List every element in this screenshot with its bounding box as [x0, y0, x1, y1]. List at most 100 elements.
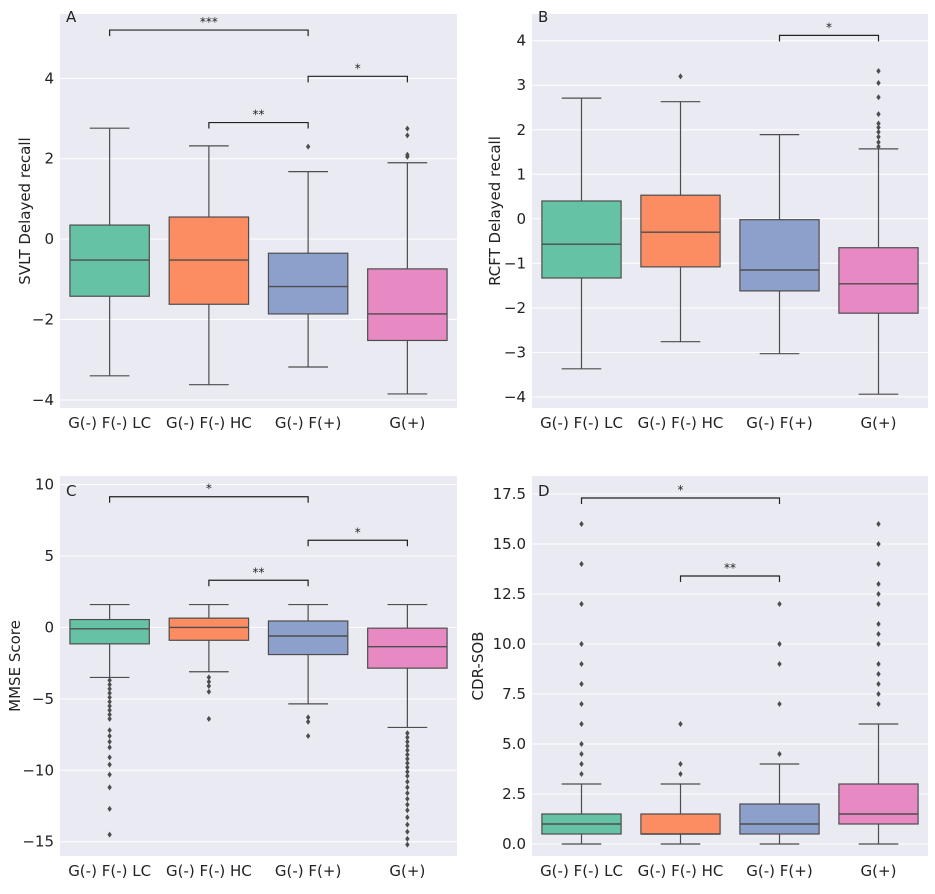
significance-label: **: [724, 561, 736, 575]
x-tick-label: G(-) F(+): [746, 414, 812, 432]
outlier-point: [579, 771, 584, 777]
y-tick-label: 7.5: [502, 685, 526, 703]
box-body: [267, 620, 349, 656]
box-3: [267, 603, 349, 739]
box-1: [69, 603, 150, 838]
x-tick-label: G(-) F(+): [275, 414, 341, 432]
significance-label: *: [826, 20, 832, 34]
outlier-point: [579, 721, 584, 727]
outlier-point: [405, 795, 410, 802]
chart-panel-d: 0.0 2.5 5.0 7.5 10.0 12.5 15.0 17.5 D CDR-SOB G(-)…: [469, 476, 928, 880]
panel-label: C: [66, 482, 76, 500]
y-tick-label: 0: [44, 618, 54, 636]
box-body: [640, 813, 721, 835]
y-tick-label: −4: [32, 391, 54, 409]
x-tick-label: G(-) F(-) LC: [540, 414, 623, 432]
y-tick-label: 5: [44, 547, 54, 565]
outlier-point: [876, 701, 881, 707]
significance-label: **: [253, 565, 265, 579]
significance-label: *: [355, 61, 361, 75]
outlier-point: [876, 691, 881, 697]
outlier-point: [405, 743, 410, 749]
box-body: [541, 200, 622, 279]
significance-bracket: [109, 29, 309, 37]
panel-label: A: [66, 8, 77, 26]
x-tick-label: G(-) F(-) LC: [540, 862, 623, 880]
y-tick-label: −2: [32, 311, 54, 329]
box-body: [640, 194, 721, 268]
significance-bracket: [208, 121, 309, 129]
y-tick-label: −5: [32, 690, 54, 708]
y-tick-label: 2.5: [502, 785, 526, 803]
outlier-point: [107, 698, 112, 705]
outlier-point: [579, 561, 584, 567]
y-tick-label: 10.0: [493, 635, 526, 653]
box-body: [739, 803, 820, 835]
y-tick-label: 3: [516, 76, 526, 94]
significance-bracket: [679, 575, 781, 582]
outlier-point: [678, 761, 683, 767]
x-tick-label: G(-) F(-) HC: [638, 862, 724, 880]
outlier-point: [107, 784, 112, 791]
y-tick-label: 0: [44, 230, 54, 248]
outlier-point: [107, 805, 112, 812]
y-tick-label: −2: [504, 299, 526, 317]
outlier-point: [405, 801, 410, 808]
outlier-point: [579, 641, 584, 647]
outlier-point: [107, 738, 112, 745]
y-tick-label: 4: [44, 69, 54, 87]
box-4: [838, 521, 919, 845]
outlier-point: [876, 521, 881, 527]
outlier-point: [579, 661, 584, 667]
box-2: [640, 73, 721, 343]
significance-label: ***: [200, 15, 218, 29]
significance-bracket: [580, 497, 781, 504]
y-tick-label: −1: [504, 254, 526, 272]
box-body: [168, 617, 250, 641]
outlier-point: [405, 835, 410, 842]
outlier-point: [206, 683, 212, 689]
outlier-point: [876, 94, 881, 101]
significance-label: *: [355, 525, 361, 539]
outlier-point: [405, 773, 410, 779]
box-body: [69, 618, 150, 645]
outlier-point: [876, 111, 881, 118]
outlier-point: [876, 581, 881, 587]
box-3: [267, 143, 349, 368]
outlier-point: [206, 674, 212, 681]
outlier-point: [405, 755, 410, 762]
panel-label: B: [538, 8, 548, 26]
outlier-point: [405, 814, 410, 821]
box-1: [541, 521, 622, 845]
x-tick-label: G(-) F(-) LC: [68, 862, 151, 880]
y-tick-label: −3: [504, 343, 526, 361]
outlier-point: [405, 132, 410, 139]
significance-label: *: [678, 483, 684, 497]
outlier-point: [777, 751, 782, 757]
outlier-point: [107, 694, 112, 701]
outlier-point: [206, 715, 212, 722]
x-tick-label: G(+): [861, 862, 897, 880]
box-3: [739, 134, 820, 355]
outlier-point: [876, 128, 881, 135]
outlier-point: [876, 541, 881, 547]
outlier-point: [579, 681, 584, 687]
outlier-point: [876, 601, 881, 607]
outlier-point: [579, 751, 584, 757]
y-axis-label: SVLT Delayed recall: [16, 137, 34, 284]
box-body: [367, 268, 448, 342]
x-tick-label: G(+): [389, 414, 425, 432]
y-tick-label: 10: [35, 476, 54, 494]
significance-bracket: [778, 34, 880, 42]
outlier-point: [206, 678, 212, 685]
y-axis-label: MMSE Score: [6, 620, 24, 712]
outlier-point: [678, 721, 683, 727]
outlier-point: [107, 715, 112, 722]
outlier-point: [107, 703, 112, 709]
outlier-point: [876, 139, 881, 146]
chart-panel-c: −15 −10 −5 0 5 10 C MMSE Score G(-) F(-) LC G(-) …: [6, 476, 457, 880]
outlier-point: [107, 690, 112, 697]
box-body: [739, 219, 820, 292]
outlier-point: [405, 768, 410, 775]
outlier-point: [876, 671, 881, 677]
